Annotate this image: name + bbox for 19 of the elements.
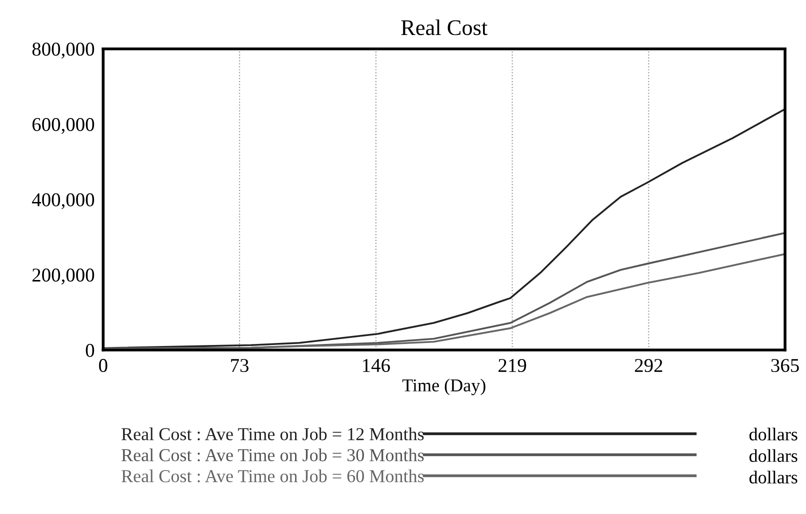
x-tick-label: 73 bbox=[231, 358, 249, 372]
y-tick-label: 0 bbox=[86, 344, 94, 357]
y-tick-label: 600,000 bbox=[32, 118, 94, 134]
text: dollars bbox=[749, 428, 798, 440]
text: dollars bbox=[749, 470, 798, 484]
text: Real Cost : Ave Time on Job = 12 Months bbox=[122, 428, 424, 440]
text: dollars bbox=[749, 449, 798, 462]
x-tick-label: 219 bbox=[498, 358, 526, 372]
text: Real Cost : Ave Time on Job = 30 Months bbox=[122, 448, 424, 462]
y-tick-label: 200,000 bbox=[32, 268, 94, 284]
y-tick-label: 800,000 bbox=[32, 42, 94, 59]
text: Real Cost : Ave Time on Job = 60 Months bbox=[122, 470, 424, 482]
x-tick-label: 146 bbox=[363, 358, 390, 372]
x-tick-label: 292 bbox=[634, 358, 662, 372]
x-tick-label: 0 bbox=[99, 358, 108, 372]
y-tick-label: 400,000 bbox=[32, 193, 94, 210]
x-axis-title: Time (Day) bbox=[402, 378, 486, 396]
chart-title: Real Cost bbox=[401, 20, 488, 36]
x-tick-label: 365 bbox=[771, 358, 799, 372]
